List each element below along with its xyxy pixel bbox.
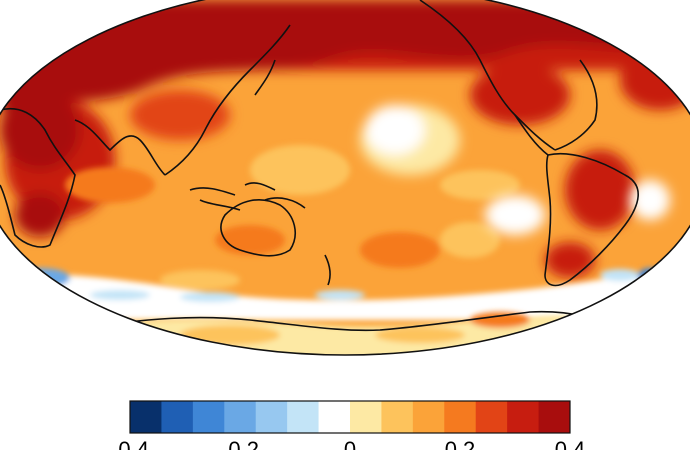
- colorbar-ticks: -0.4 -0.2 0 0.2 0.4: [111, 437, 585, 450]
- colorbar-tick-label: 0.2: [445, 437, 476, 450]
- coastline-indonesia: [189, 182, 276, 211]
- coastline-japan: [254, 59, 276, 96]
- colorbar-swatch: [192, 401, 225, 433]
- colorbar-swatch: [350, 401, 382, 433]
- colorbar-swatch: [475, 401, 508, 433]
- colorbar-tick-label: -0.4: [111, 437, 149, 450]
- colorbar-svg: -0.4 -0.2 0 0.2 0.4: [111, 400, 585, 450]
- colorbar-swatch: [412, 401, 445, 433]
- anomaly-map: [0, 0, 690, 356]
- colorbar-swatch: [130, 401, 162, 433]
- colorbar-tick-label: 0: [344, 437, 356, 450]
- colorbar-swatch: [224, 401, 257, 433]
- coastlines: [0, 0, 639, 336]
- colorbar-swatch: [444, 401, 477, 433]
- coastline-east-asia: [164, 24, 291, 176]
- anomaly-map-svg: [0, 0, 690, 356]
- colorbar-swatch: [161, 401, 194, 433]
- colorbar-swatch: [538, 401, 571, 433]
- colorbar-swatch: [287, 401, 320, 433]
- colorbar-swatch: [381, 401, 414, 433]
- anomaly-field: [0, 0, 690, 355]
- neutral-regions: [360, 105, 670, 235]
- coastline-south-america: [544, 152, 639, 287]
- colorbar-swatch: [318, 401, 351, 433]
- mid-patches: [65, 145, 520, 290]
- coastline-new-zealand: [324, 254, 331, 286]
- colorbar-frame: [129, 400, 571, 434]
- colorbar-tick-label: -0.2: [221, 437, 259, 450]
- coastline-central-america: [514, 114, 549, 156]
- coastline-north-america: [419, 0, 598, 151]
- coastline-antarctica: [94, 310, 631, 336]
- coastline-africa: [0, 108, 76, 248]
- coastline-new-guinea: [264, 197, 306, 209]
- coastline-australia: [220, 199, 296, 257]
- colorbar-swatch: [255, 401, 288, 433]
- coastline-asia-south: [74, 119, 166, 176]
- colorbar-swatches: [130, 401, 571, 433]
- colorbar-tick-label: 0.4: [555, 437, 586, 450]
- colorbar-swatch: [507, 401, 540, 433]
- globe-outline: [0, 0, 690, 356]
- colorbar: -0.4 -0.2 0 0.2 0.4: [0, 395, 690, 450]
